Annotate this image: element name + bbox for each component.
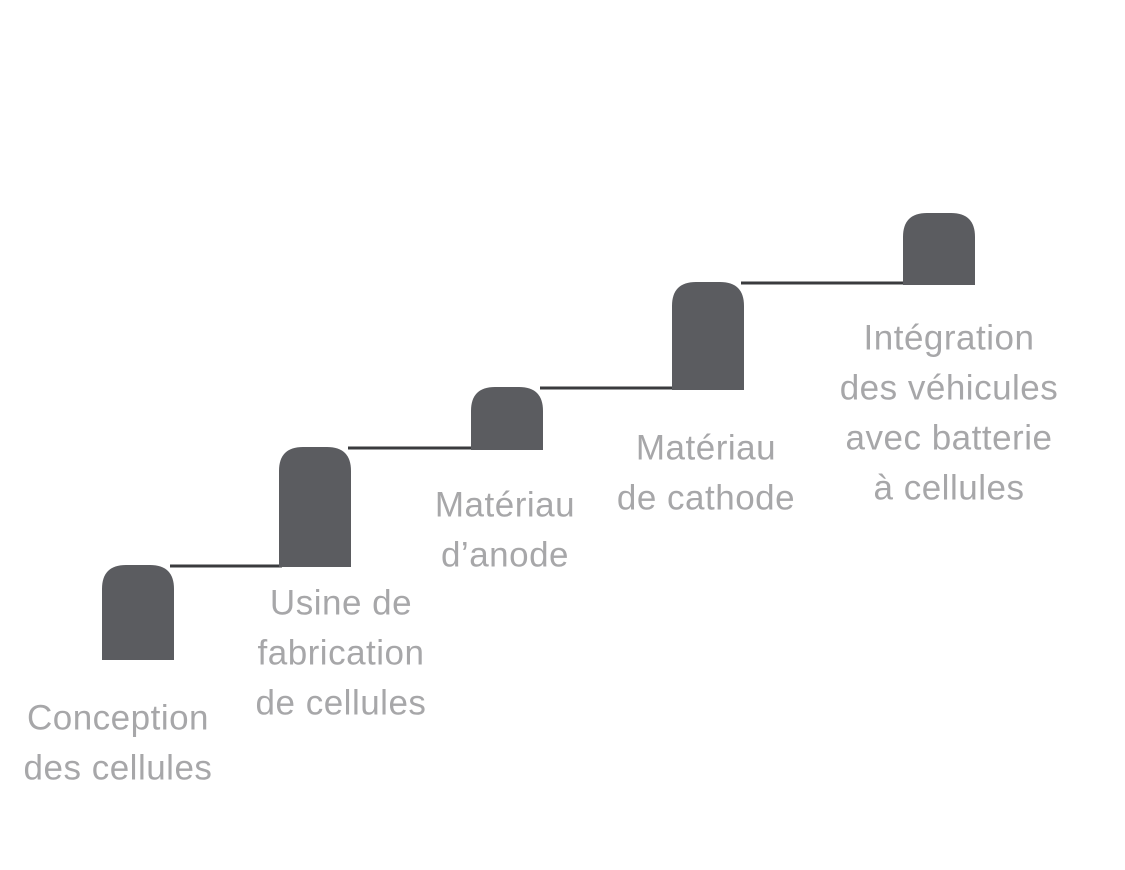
treads [170,281,906,568]
step-label: Matériau [636,428,776,467]
step-block [903,213,975,285]
step-label: de cellules [256,683,427,722]
step-label: des véhicules [840,368,1059,407]
step-blocks [102,213,975,660]
step-block [279,447,351,567]
step-block [102,565,174,660]
step-label: d’anode [441,535,569,574]
step-label: des cellules [24,748,213,787]
step-label: fabrication [258,633,425,672]
step-labels: Conception des cellules Usine de fabrica… [24,318,1059,787]
step-block [471,387,543,450]
step-label: Conception [27,698,209,737]
step-label: avec batterie [846,418,1053,457]
step-label: Matériau [435,485,575,524]
step-block [672,282,744,390]
step-label: Usine de [270,583,412,622]
step-label: à cellules [874,468,1025,507]
step-label: Intégration [864,318,1035,357]
step-label: de cathode [617,478,795,517]
